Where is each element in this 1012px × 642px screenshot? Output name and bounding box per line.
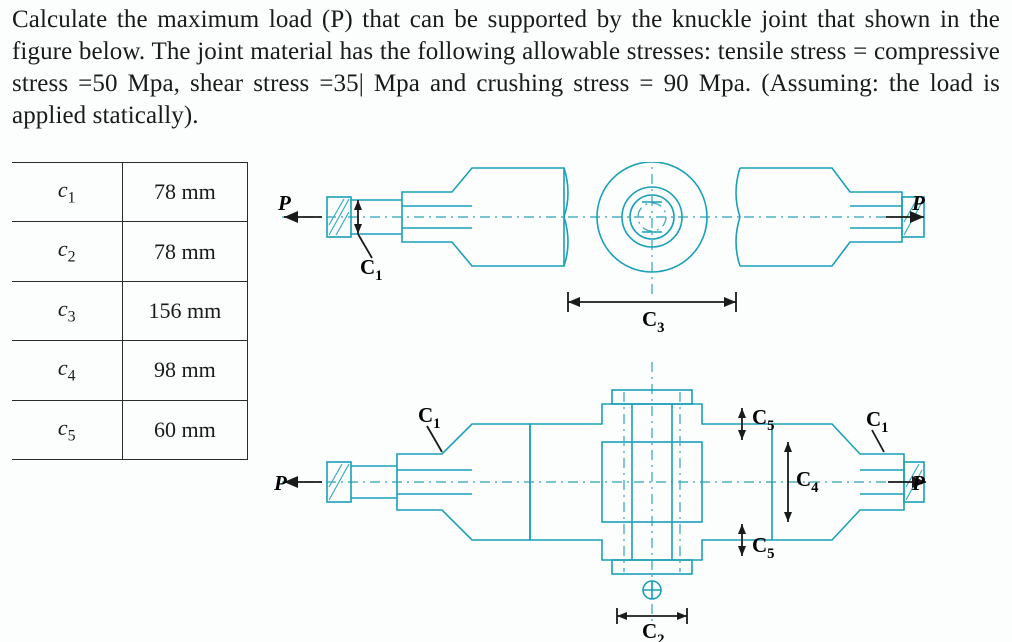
table-cell-value: 78 mm [122, 222, 248, 281]
label-c1-left: C1 [418, 403, 441, 432]
label-p-left-bottom: P [273, 471, 287, 495]
table-cell-symbol: c5 [12, 400, 122, 459]
table-row: c2 78 mm [12, 222, 248, 281]
label-p-right-top: P [911, 191, 925, 215]
bottom-view [282, 362, 926, 624]
figure-column: P P C1 C3 [272, 162, 1000, 642]
table-cell-value: 60 mm [122, 400, 248, 459]
label-c5-lower: C5 [752, 533, 775, 562]
dimensions-table: c1 78 mm c2 78 mm c3 156 mm c4 98 mm c5 … [12, 162, 248, 460]
top-view [282, 162, 924, 312]
label-c3: C3 [642, 307, 665, 336]
table-cell-value: 98 mm [122, 341, 248, 400]
problem-statement: Calculate the maximum load (P) that can … [12, 4, 1000, 132]
table-cell-symbol: c1 [12, 163, 122, 222]
label-c5-upper: C5 [752, 405, 775, 434]
table-row: c1 78 mm [12, 163, 248, 222]
table-cell-symbol: c4 [12, 341, 122, 400]
table-cell-symbol: c2 [12, 222, 122, 281]
knuckle-joint-drawing: P P C1 C3 [272, 162, 932, 642]
table-cell-value: 156 mm [122, 281, 248, 340]
label-c1-top: C1 [360, 255, 383, 284]
table-row: c4 98 mm [12, 341, 248, 400]
label-p-left-top: P [277, 191, 291, 215]
table-cell-value: 78 mm [122, 163, 248, 222]
problem-line-1: Calculate the maximum load (P) that can … [12, 6, 855, 33]
label-c2: C2 [642, 619, 665, 642]
table-row: c5 60 mm [12, 400, 248, 459]
label-c4: C4 [796, 467, 819, 496]
table-row: c3 156 mm [12, 281, 248, 340]
label-c1-right: C1 [866, 407, 889, 436]
table-cell-symbol: c3 [12, 281, 122, 340]
dimensions-table-wrap: c1 78 mm c2 78 mm c3 156 mm c4 98 mm c5 … [12, 162, 248, 642]
label-p-right-bottom: P [911, 471, 925, 495]
